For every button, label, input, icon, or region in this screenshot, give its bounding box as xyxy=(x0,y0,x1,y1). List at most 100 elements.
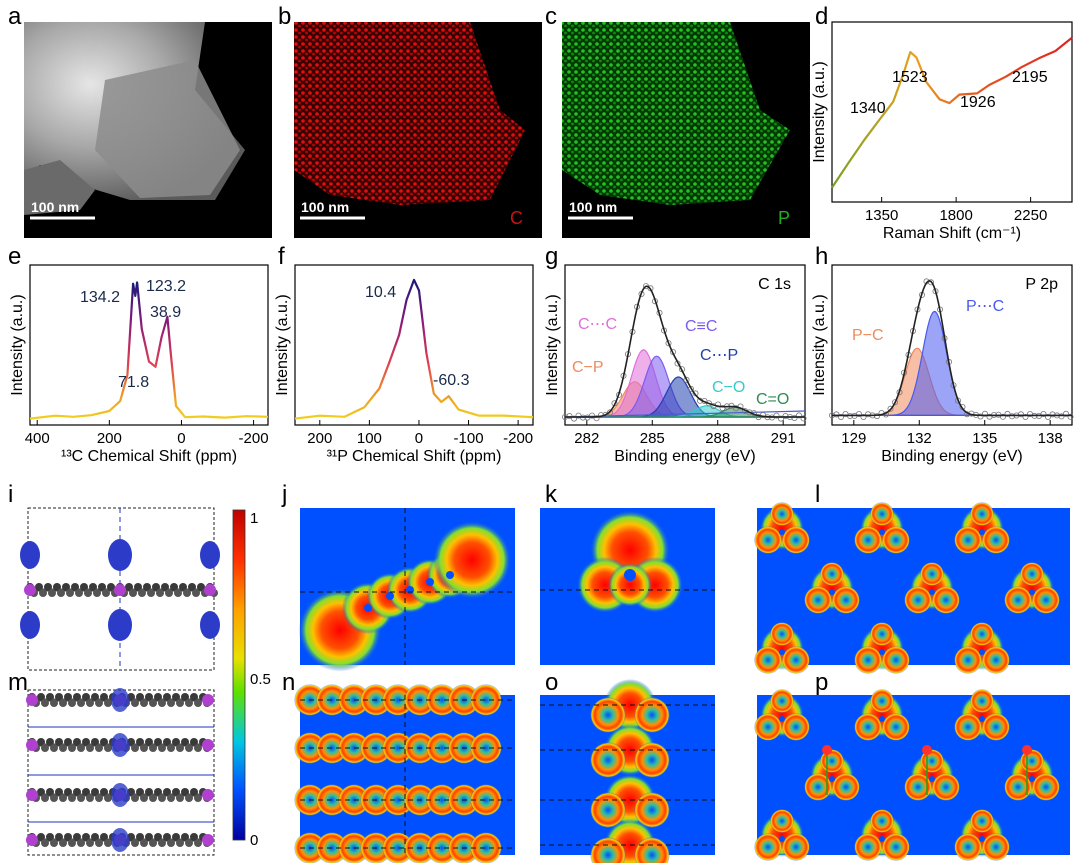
panel-label-a: a xyxy=(8,3,22,30)
ring-center xyxy=(979,529,985,535)
data-point xyxy=(1045,413,1052,420)
panel-m-structure-stacked-view xyxy=(26,688,215,856)
phosphorus-atom xyxy=(114,584,126,596)
y-axis-label: Intensity (a.u.) xyxy=(544,294,561,395)
carbon-atom xyxy=(176,794,184,802)
x-axis-label: Raman Shift (cm⁻¹) xyxy=(883,225,1021,242)
carbon-atom xyxy=(73,693,81,701)
density-blob xyxy=(770,689,794,713)
density-blob xyxy=(870,622,894,646)
data-point xyxy=(1040,410,1047,417)
scale-bar-label-a: 100 nm xyxy=(31,199,79,215)
density-blob xyxy=(426,684,458,716)
component-label: C=O xyxy=(756,391,789,408)
data-point xyxy=(800,415,807,422)
carbon-atom xyxy=(41,839,49,847)
carbon-atom xyxy=(131,839,139,847)
density-blob xyxy=(954,713,982,741)
carbon-atom xyxy=(68,744,76,752)
carbon-atom xyxy=(167,839,175,847)
data-point xyxy=(1009,413,1016,420)
data-point xyxy=(688,385,695,392)
density-blob xyxy=(804,586,832,614)
density-blob xyxy=(1022,745,1032,755)
colorbar-max: 1 xyxy=(250,510,258,527)
panel-label-i: i xyxy=(8,481,13,508)
data-point xyxy=(773,412,780,419)
chart-title: P 2p xyxy=(1025,276,1058,293)
carbon-atom xyxy=(59,794,67,802)
phosphorus-atom xyxy=(204,584,216,596)
panel-o-elf-map xyxy=(540,679,715,863)
density-blob xyxy=(782,833,810,861)
phosphorus-atom xyxy=(26,739,38,751)
peak-annotation: 2195 xyxy=(1012,69,1048,86)
density-blob xyxy=(426,784,458,816)
carbon-atom xyxy=(149,839,157,847)
data-point xyxy=(593,415,600,422)
carbon-atom xyxy=(149,699,157,707)
density-blob xyxy=(970,689,994,713)
component-label: C≡C xyxy=(685,318,717,335)
carbon-atom xyxy=(181,833,189,841)
carbon-atom xyxy=(82,693,90,701)
density-blob xyxy=(782,646,810,674)
density-blob xyxy=(954,526,982,554)
carbon-atom xyxy=(147,589,155,597)
panel-label-c: c xyxy=(545,3,557,30)
ring-center xyxy=(929,776,935,782)
ring-center xyxy=(979,649,985,655)
carbon-atom xyxy=(179,583,187,591)
envelope-line xyxy=(565,285,805,418)
carbon-atom xyxy=(136,738,144,746)
x-tick-label: 129 xyxy=(841,430,866,447)
component-label: C−P xyxy=(572,359,604,376)
carbon-atom xyxy=(55,788,63,796)
x-tick-label: 138 xyxy=(1038,430,1063,447)
carbon-atom xyxy=(192,589,200,597)
panel-n-elf-map xyxy=(294,684,515,863)
carbon-atom xyxy=(140,744,148,752)
carbon-atom xyxy=(62,583,70,591)
carbon-atom xyxy=(163,833,171,841)
density-blob xyxy=(470,832,502,863)
carbon-atom xyxy=(77,794,85,802)
ring-center xyxy=(779,836,785,842)
density-blob xyxy=(882,713,910,741)
electron-density-lobe xyxy=(111,688,129,712)
density-blob xyxy=(634,792,670,828)
panel-label-m: m xyxy=(8,669,28,696)
carbon-atom xyxy=(46,833,54,841)
panel-i-structure-side-view xyxy=(20,507,220,671)
panel-label-h: h xyxy=(815,243,828,270)
carbon-atom xyxy=(95,839,103,847)
data-point xyxy=(566,412,573,419)
data-point xyxy=(833,411,840,418)
data-point xyxy=(860,413,867,420)
panel-label-g: g xyxy=(545,243,558,270)
density-blob xyxy=(832,773,860,801)
ring-center xyxy=(426,578,434,586)
carbon-atom xyxy=(104,744,112,752)
density-blob xyxy=(754,713,782,741)
carbon-atom xyxy=(194,744,202,752)
data-point xyxy=(1018,411,1025,418)
carbon-atom xyxy=(53,583,61,591)
panel-label-b: b xyxy=(278,3,291,30)
density-blob xyxy=(932,773,960,801)
density-blob xyxy=(970,809,994,833)
carbon-atom xyxy=(154,833,162,841)
carbon-atom xyxy=(163,738,171,746)
density-blob xyxy=(854,833,882,861)
x-axis-label: ¹³C Chemical Shift (ppm) xyxy=(61,448,237,465)
ring-center xyxy=(879,529,885,535)
carbon-atom xyxy=(136,833,144,841)
carbon-atom xyxy=(55,738,63,746)
density-blob xyxy=(590,792,626,828)
data-point xyxy=(856,410,863,417)
density-blob xyxy=(822,745,832,755)
scale-bar-label-b: 100 nm xyxy=(301,199,349,215)
plot-frame xyxy=(564,264,806,426)
density-blob xyxy=(590,742,626,778)
